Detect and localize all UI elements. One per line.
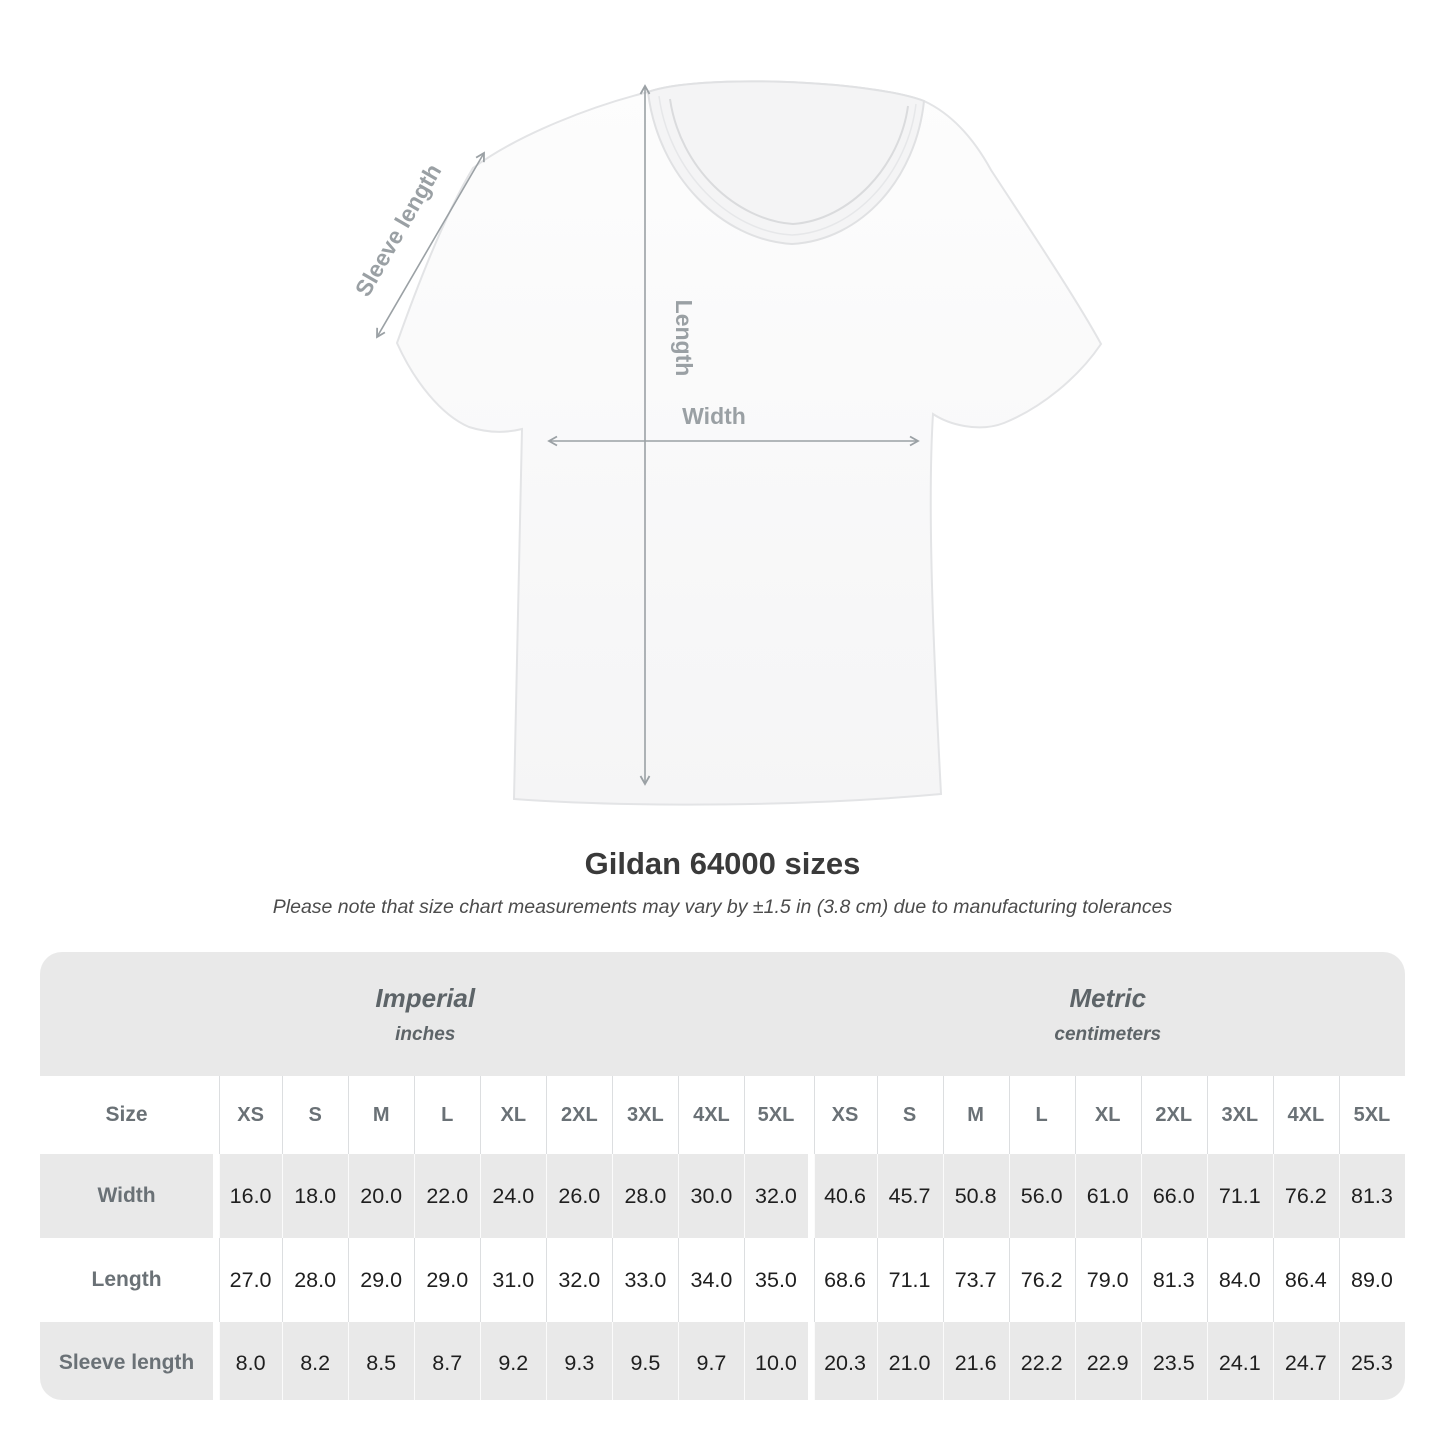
value-cell: 32.0: [744, 1154, 811, 1238]
value-cell: 20.0: [348, 1154, 415, 1238]
value-cell: 9.2: [480, 1322, 547, 1400]
page-title: Gildan 64000 sizes: [584, 846, 861, 881]
size-header-cell: 3XL: [612, 1076, 679, 1154]
imperial-sublabel: inches: [395, 1023, 456, 1045]
value-cell: 22.0: [414, 1154, 481, 1238]
value-cell: 8.5: [348, 1322, 415, 1400]
unit-header-row: Imperial inches Metric centimeters: [40, 952, 1405, 1076]
value-cell: 71.1: [1206, 1154, 1273, 1238]
table-row-width: Width 16.0 18.0 20.0 22.0 24.0 26.0 28.0…: [40, 1154, 1405, 1238]
size-header-row: Size XS S M L XL 2XL 3XL 4XL 5XL XS S M …: [40, 1076, 1405, 1154]
value-cell: 50.8: [942, 1154, 1009, 1238]
size-header-cell: 4XL: [678, 1076, 745, 1154]
size-header-cell: XL: [1074, 1076, 1141, 1154]
value-cell: 34.0: [678, 1238, 745, 1322]
value-cell: 45.7: [876, 1154, 943, 1238]
value-cell: 16.0: [213, 1154, 283, 1238]
value-cell: 22.9: [1074, 1322, 1141, 1400]
value-cell: 27.0: [213, 1238, 283, 1322]
page-subtitle: Please note that size chart measurements…: [272, 896, 1173, 918]
value-cell: 22.2: [1008, 1322, 1075, 1400]
value-cell: 56.0: [1008, 1154, 1075, 1238]
value-cell: 23.5: [1140, 1322, 1207, 1400]
length-arrow-label: Length: [671, 300, 697, 377]
imperial-label: Imperial: [375, 982, 476, 1013]
value-cell: 9.7: [678, 1322, 745, 1400]
value-cell: 81.3: [1338, 1154, 1405, 1238]
value-cell: 76.2: [1272, 1154, 1339, 1238]
width-arrow-label: Width: [682, 403, 746, 429]
value-cell: 76.2: [1008, 1238, 1075, 1322]
value-cell: 35.0: [744, 1238, 811, 1322]
value-cell: 25.3: [1338, 1322, 1405, 1400]
value-cell: 30.0: [678, 1154, 745, 1238]
size-header-cell: M: [348, 1076, 415, 1154]
row-label: Width: [40, 1154, 217, 1238]
size-header-cell: L: [1008, 1076, 1075, 1154]
unit-header-imperial: Imperial inches: [40, 952, 811, 1076]
row-label: Sleeve length: [40, 1322, 217, 1400]
row-label: Length: [40, 1238, 217, 1322]
sleeve-length-arrow: [376, 151, 485, 339]
tshirt-measurement-diagram: Length Width Sleeve length: [350, 80, 1103, 806]
value-cell: 28.0: [612, 1154, 679, 1238]
value-cell: 8.7: [414, 1322, 481, 1400]
value-cell: 21.0: [876, 1322, 943, 1400]
size-col-header: Size: [40, 1076, 217, 1154]
value-cell: 86.4: [1272, 1238, 1339, 1322]
value-cell: 31.0: [480, 1238, 547, 1322]
size-header-cell: XL: [480, 1076, 547, 1154]
value-cell: 20.3: [807, 1322, 877, 1400]
value-cell: 61.0: [1074, 1154, 1141, 1238]
table-row-length: Length 27.0 28.0 29.0 29.0 31.0 32.0 33.…: [40, 1238, 1405, 1322]
size-header-cell: XS: [213, 1076, 283, 1154]
size-header-cell: XS: [807, 1076, 877, 1154]
size-header-cell: L: [414, 1076, 481, 1154]
value-cell: 73.7: [942, 1238, 1009, 1322]
value-cell: 32.0: [546, 1238, 613, 1322]
value-cell: 10.0: [744, 1322, 811, 1400]
value-cell: 29.0: [348, 1238, 415, 1322]
size-header-cell: 2XL: [546, 1076, 613, 1154]
value-cell: 40.6: [807, 1154, 877, 1238]
size-header-cell: 5XL: [1338, 1076, 1405, 1154]
value-cell: 84.0: [1206, 1238, 1273, 1322]
metric-sublabel: centimeters: [1054, 1023, 1162, 1045]
table-row-sleeve-length: Sleeve length 8.0 8.2 8.5 8.7 9.2 9.3 9.…: [40, 1322, 1405, 1400]
value-cell: 29.0: [414, 1238, 481, 1322]
size-header-cell: S: [876, 1076, 943, 1154]
value-cell: 68.6: [807, 1238, 877, 1322]
value-cell: 24.0: [480, 1154, 547, 1238]
value-cell: 71.1: [876, 1238, 943, 1322]
value-cell: 9.5: [612, 1322, 679, 1400]
value-cell: 21.6: [942, 1322, 1009, 1400]
size-header-cell: 3XL: [1206, 1076, 1273, 1154]
value-cell: 33.0: [612, 1238, 679, 1322]
value-cell: 24.1: [1206, 1322, 1273, 1400]
value-cell: 81.3: [1140, 1238, 1207, 1322]
value-cell: 66.0: [1140, 1154, 1207, 1238]
size-header-cell: 4XL: [1272, 1076, 1339, 1154]
value-cell: 9.3: [546, 1322, 613, 1400]
size-header-cell: 5XL: [744, 1076, 811, 1154]
metric-label: Metric: [1069, 982, 1147, 1013]
size-table: Imperial inches Metric centimeters Size …: [40, 952, 1405, 1400]
tshirt-graphic: [395, 80, 1103, 806]
unit-header-metric: Metric centimeters: [810, 952, 1405, 1076]
value-cell: 18.0: [282, 1154, 349, 1238]
value-cell: 79.0: [1074, 1238, 1141, 1322]
value-cell: 8.2: [282, 1322, 349, 1400]
size-chart-table: Imperial inches Metric centimeters Size …: [40, 952, 1405, 1400]
value-cell: 8.0: [213, 1322, 283, 1400]
size-header-cell: S: [282, 1076, 349, 1154]
size-header-cell: M: [942, 1076, 1009, 1154]
value-cell: 26.0: [546, 1154, 613, 1238]
value-cell: 89.0: [1338, 1238, 1405, 1322]
value-cell: 28.0: [282, 1238, 349, 1322]
value-cell: 24.7: [1272, 1322, 1339, 1400]
size-header-cell: 2XL: [1140, 1076, 1207, 1154]
